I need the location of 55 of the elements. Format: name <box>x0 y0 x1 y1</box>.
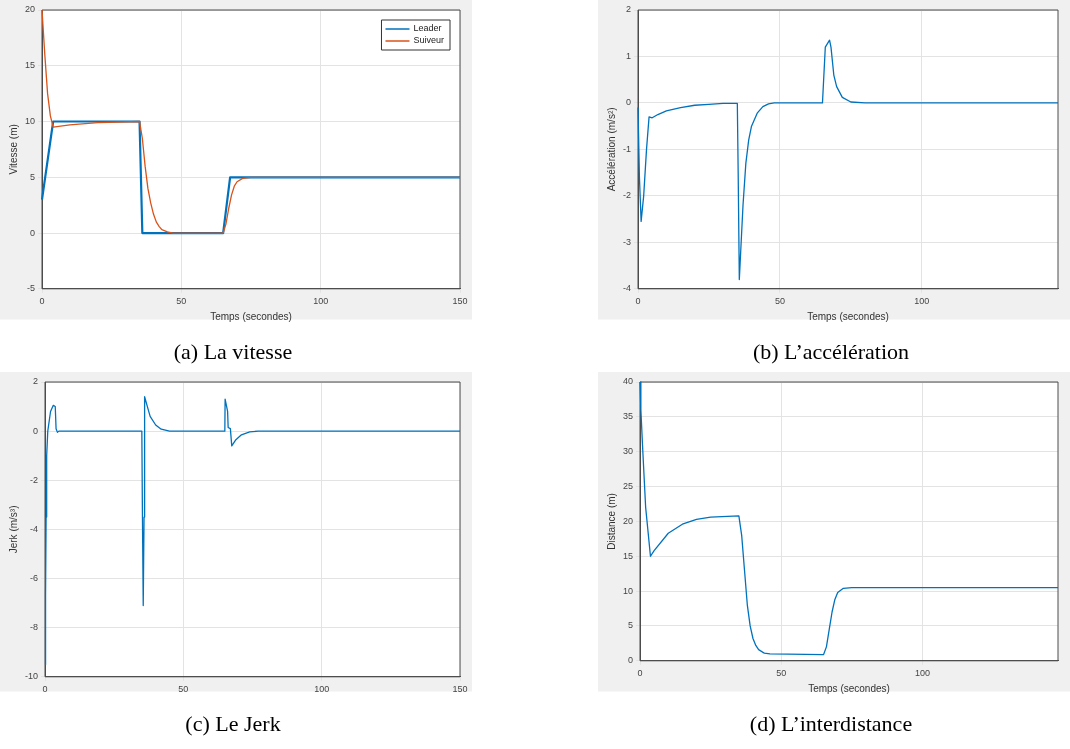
x-tick-label: 100 <box>313 295 329 306</box>
y-tick-label: 0 <box>30 227 36 238</box>
x-tick-label: 100 <box>914 667 930 678</box>
text: (b) L’accélération <box>752 338 910 364</box>
text: (c) Le Jerk <box>185 710 281 736</box>
y-tick-label: -4 <box>29 523 39 534</box>
y-tick-label: 10 <box>25 116 36 126</box>
text: (a) La vitesse <box>173 338 293 364</box>
legend-label: Suiveur <box>413 35 444 46</box>
y-tick-label: -2 <box>622 190 631 201</box>
y-tick-label: -4 <box>622 283 631 294</box>
y-tick-label: 0 <box>625 97 631 108</box>
y-tick-label: 35 <box>623 411 634 422</box>
y-tick-label: -3 <box>622 236 631 247</box>
y-tick-label: 0 <box>32 425 39 436</box>
y-tick-label: 0 <box>628 655 634 666</box>
y-tick-label: 1 <box>625 50 631 61</box>
y-tick-label: 5 <box>628 620 634 631</box>
x-tick-label: 50 <box>776 667 787 678</box>
y-tick-label: -5 <box>27 283 36 294</box>
x-tick-label: 150 <box>452 295 468 306</box>
y-axis-title: Accélération (m/s²) <box>605 107 617 192</box>
y-tick-label: 10 <box>623 585 634 596</box>
x-tick-label: 100 <box>314 683 330 694</box>
x-tick-label: 50 <box>774 295 785 306</box>
text: (d) L’interdistance <box>749 710 913 736</box>
x-tick-label: 50 <box>178 683 189 694</box>
y-tick-label: -2 <box>29 474 39 485</box>
y-tick-label: -8 <box>29 622 39 633</box>
y-tick-label: 2 <box>625 4 631 15</box>
x-tick-label: 0 <box>635 295 641 306</box>
y-tick-label: 25 <box>623 481 634 492</box>
y-tick-label: 5 <box>30 171 36 182</box>
y-tick-label: -6 <box>29 573 39 584</box>
x-axis-title: Temps (secondes) <box>807 311 889 323</box>
y-axis-title: Jerk (m/s³) <box>7 505 19 554</box>
x-tick-label: 100 <box>914 295 930 306</box>
y-axis-title: Vitesse (m) <box>7 124 19 175</box>
x-axis-title: Temps (secondes) <box>808 683 890 695</box>
x-tick-label: 150 <box>452 683 468 694</box>
y-tick-label: -1 <box>622 143 631 154</box>
y-tick-label: 2 <box>32 376 39 387</box>
y-tick-label: 20 <box>623 515 634 526</box>
y-tick-label: 30 <box>623 446 634 457</box>
y-tick-label: 40 <box>623 376 634 387</box>
x-tick-label: 0 <box>637 667 643 678</box>
x-tick-label: 50 <box>176 295 187 306</box>
legend-label: Leader <box>413 23 442 34</box>
y-tick-label: 20 <box>25 4 36 15</box>
y-tick-label: 15 <box>25 60 36 71</box>
x-axis-title: Temps (secondes) <box>210 311 292 323</box>
x-tick-label: 0 <box>42 683 48 694</box>
y-tick-label: 15 <box>623 550 634 561</box>
y-axis-title: Distance (m) <box>605 493 617 550</box>
y-tick-label: -10 <box>24 671 39 682</box>
